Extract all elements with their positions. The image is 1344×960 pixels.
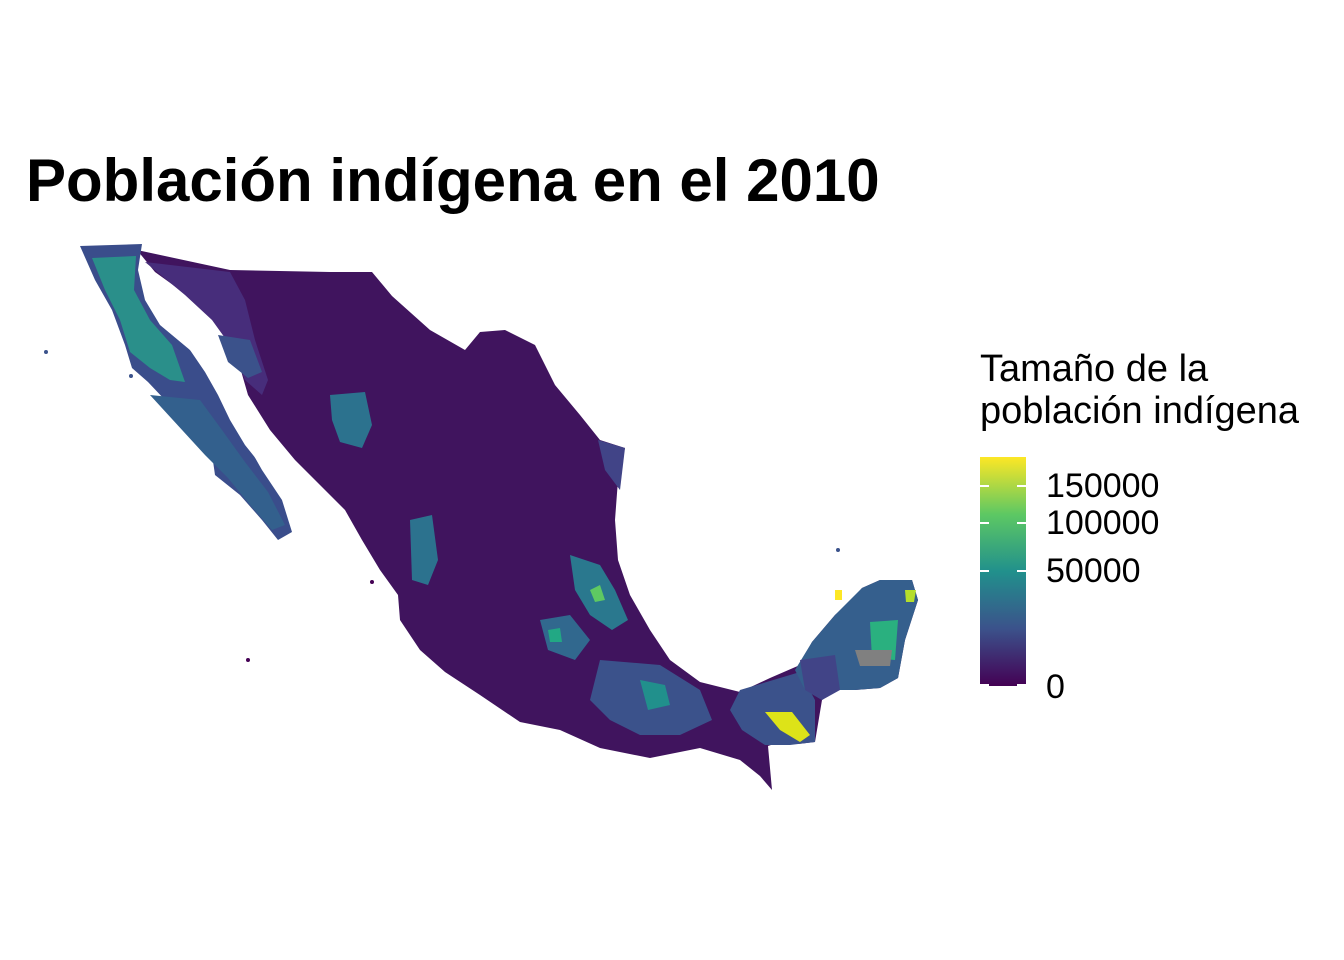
yucatan-missing-gray bbox=[855, 650, 892, 666]
legend-tick-150000-right bbox=[1017, 485, 1026, 487]
map-title: Población indígena en el 2010 bbox=[26, 147, 880, 214]
oaxaca-teal bbox=[640, 680, 670, 710]
nayarit-highlight bbox=[410, 515, 438, 585]
legend-title: Tamaño de la población indígena bbox=[980, 348, 1299, 432]
legend-title-line2: población indígena bbox=[980, 390, 1300, 432]
tamaulipas-patch bbox=[598, 440, 625, 490]
gulf-of-california bbox=[145, 276, 300, 495]
legend-tick-label-150000: 150000 bbox=[1046, 467, 1160, 505]
island-revillagigedo bbox=[246, 658, 250, 662]
central-bright bbox=[548, 628, 562, 642]
island-tres-marias bbox=[370, 580, 374, 584]
legend-tick-150000-left bbox=[980, 485, 989, 487]
sierra-tarahumara bbox=[330, 392, 372, 448]
baja-south bbox=[150, 395, 285, 530]
island-guadalupe bbox=[44, 350, 48, 354]
campeche-region bbox=[800, 655, 840, 700]
mainland-mexico bbox=[137, 250, 918, 790]
baja-north-teal bbox=[92, 256, 185, 382]
legend-tick-50000-left bbox=[980, 570, 989, 572]
legend-tick-label-100000: 100000 bbox=[1046, 504, 1160, 542]
yucatan-northeast-yellow bbox=[905, 590, 916, 602]
island-cozumel bbox=[836, 548, 840, 552]
legend-tick-label-50000: 50000 bbox=[1046, 552, 1141, 590]
legend-tick-0-left bbox=[980, 684, 989, 686]
legend-tick-label-0: 0 bbox=[1046, 668, 1065, 706]
legend-color-bar bbox=[980, 457, 1026, 686]
yucatan-north-yellow bbox=[835, 590, 842, 600]
legend-tick-0-right bbox=[1017, 684, 1026, 686]
sonora-mid-blue bbox=[218, 335, 262, 378]
central-mexico-patch bbox=[540, 615, 590, 660]
legend-tick-50000-right bbox=[1017, 570, 1026, 572]
legend-tick-100000-right bbox=[1017, 522, 1026, 524]
legend-tick-100000-left bbox=[980, 522, 989, 524]
chiapas-bright-yellow bbox=[765, 712, 810, 742]
huasteca-bright bbox=[590, 585, 605, 602]
legend-title-line1: Tamaño de la bbox=[980, 348, 1209, 390]
island-cedros bbox=[129, 374, 133, 378]
